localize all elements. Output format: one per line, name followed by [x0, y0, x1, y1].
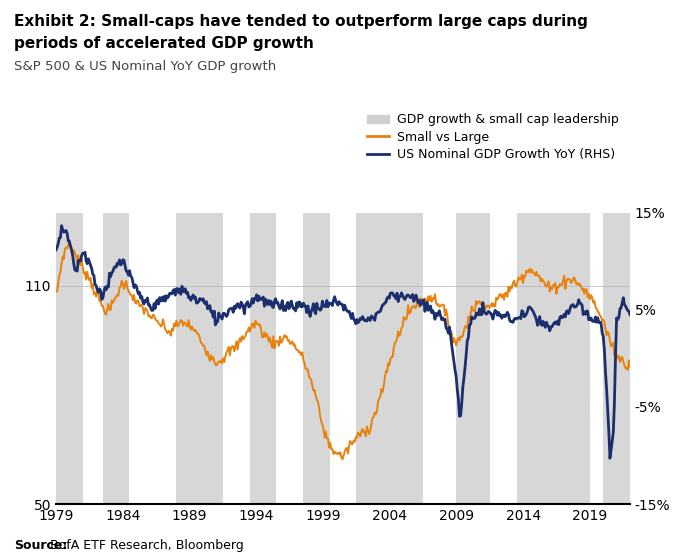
Bar	[517, 213, 590, 504]
Bar	[176, 213, 223, 504]
Text: Source:: Source:	[14, 539, 67, 552]
Text: BofA ETF Research, Bloomberg: BofA ETF Research, Bloomberg	[46, 539, 244, 552]
Bar	[603, 213, 630, 504]
Bar	[356, 213, 423, 504]
Bar	[456, 213, 490, 504]
Bar	[303, 213, 330, 504]
Text: S&P 500 & US Nominal YoY GDP growth: S&P 500 & US Nominal YoY GDP growth	[14, 60, 276, 73]
Legend: GDP growth & small cap leadership, Small vs Large, US Nominal GDP Growth YoY (RH: GDP growth & small cap leadership, Small…	[362, 109, 624, 166]
Text: Exhibit 2: Small-caps have tended to outperform large caps during: Exhibit 2: Small-caps have tended to out…	[14, 14, 588, 29]
Text: periods of accelerated GDP growth: periods of accelerated GDP growth	[14, 36, 314, 52]
Bar	[103, 213, 130, 504]
Bar	[56, 213, 83, 504]
Bar	[250, 213, 276, 504]
